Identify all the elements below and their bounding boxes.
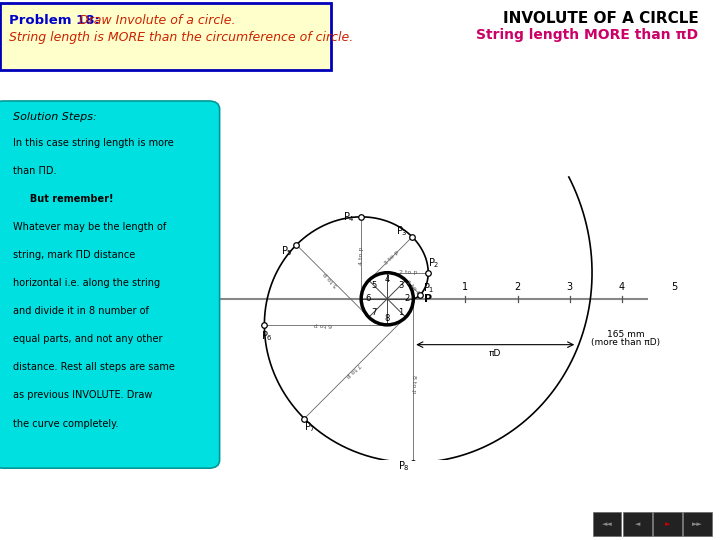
Text: String length MORE than πD: String length MORE than πD [476, 28, 698, 42]
Text: ►►: ►► [693, 521, 703, 527]
Text: 7: 7 [371, 308, 377, 317]
Text: Solution Steps:: Solution Steps: [13, 112, 96, 122]
Text: 6: 6 [365, 294, 371, 303]
Text: 4: 4 [619, 282, 625, 292]
Text: INVOLUTE OF A CIRCLE: INVOLUTE OF A CIRCLE [503, 11, 698, 26]
Text: 5 to p: 5 to p [323, 271, 339, 288]
Text: Problem 18:: Problem 18: [9, 14, 99, 26]
Text: ◄◄: ◄◄ [602, 521, 612, 527]
Text: as previous INVOLUTE. Draw: as previous INVOLUTE. Draw [13, 390, 153, 401]
Text: P$_3$: P$_3$ [396, 224, 408, 238]
Text: distance. Rest all steps are same: distance. Rest all steps are same [13, 362, 175, 373]
Text: ◄: ◄ [634, 521, 640, 527]
Text: ►: ► [665, 521, 670, 527]
Text: 8: 8 [384, 314, 390, 322]
Text: 7 to p: 7 to p [345, 362, 361, 378]
Text: 4 to p: 4 to p [359, 247, 364, 265]
Text: 4: 4 [384, 275, 390, 284]
Text: than ΠD.: than ΠD. [13, 166, 56, 176]
Text: string, mark ΠD distance: string, mark ΠD distance [13, 250, 135, 260]
Text: equal parts, and not any other: equal parts, and not any other [13, 334, 163, 345]
Text: P$_5$: P$_5$ [281, 245, 293, 259]
Text: and divide it in 8 number of: and divide it in 8 number of [13, 306, 149, 316]
Text: P$_2$: P$_2$ [428, 256, 439, 270]
Text: P$_7$: P$_7$ [304, 420, 315, 434]
Text: P$_6$: P$_6$ [261, 329, 273, 343]
Text: 2: 2 [515, 282, 521, 292]
Text: 3 to p: 3 to p [383, 249, 400, 266]
Text: πD: πD [489, 349, 501, 358]
Text: In this case string length is more: In this case string length is more [13, 138, 174, 148]
Text: P$_8$: P$_8$ [398, 459, 410, 472]
Text: horizontal i.e. along the string: horizontal i.e. along the string [13, 278, 160, 288]
Text: 2: 2 [404, 294, 409, 303]
Text: String length is MORE than the circumference of circle.: String length is MORE than the circumfer… [9, 31, 353, 44]
Text: Whatever may be the length of: Whatever may be the length of [13, 222, 166, 232]
Text: (more than πD): (more than πD) [591, 339, 660, 347]
Text: P$_1$: P$_1$ [423, 281, 434, 295]
Text: 6 to p: 6 to p [314, 322, 333, 327]
Text: 2 to p: 2 to p [400, 270, 418, 275]
Text: 3: 3 [398, 281, 404, 289]
Text: 1 to p: 1 to p [405, 280, 421, 296]
Text: But remember!: But remember! [13, 194, 114, 204]
Text: 5: 5 [671, 282, 678, 292]
Text: P: P [424, 294, 432, 304]
Text: 1: 1 [398, 308, 403, 317]
Text: Draw Involute of a circle.: Draw Involute of a circle. [79, 14, 235, 26]
Text: 5: 5 [371, 281, 377, 289]
Text: 8 to p: 8 to p [411, 375, 416, 393]
Text: 165 mm: 165 mm [607, 329, 644, 339]
Text: 1: 1 [462, 282, 469, 292]
Text: 3: 3 [567, 282, 573, 292]
Text: the curve completely.: the curve completely. [13, 418, 119, 429]
Text: P$_4$: P$_4$ [343, 210, 355, 224]
